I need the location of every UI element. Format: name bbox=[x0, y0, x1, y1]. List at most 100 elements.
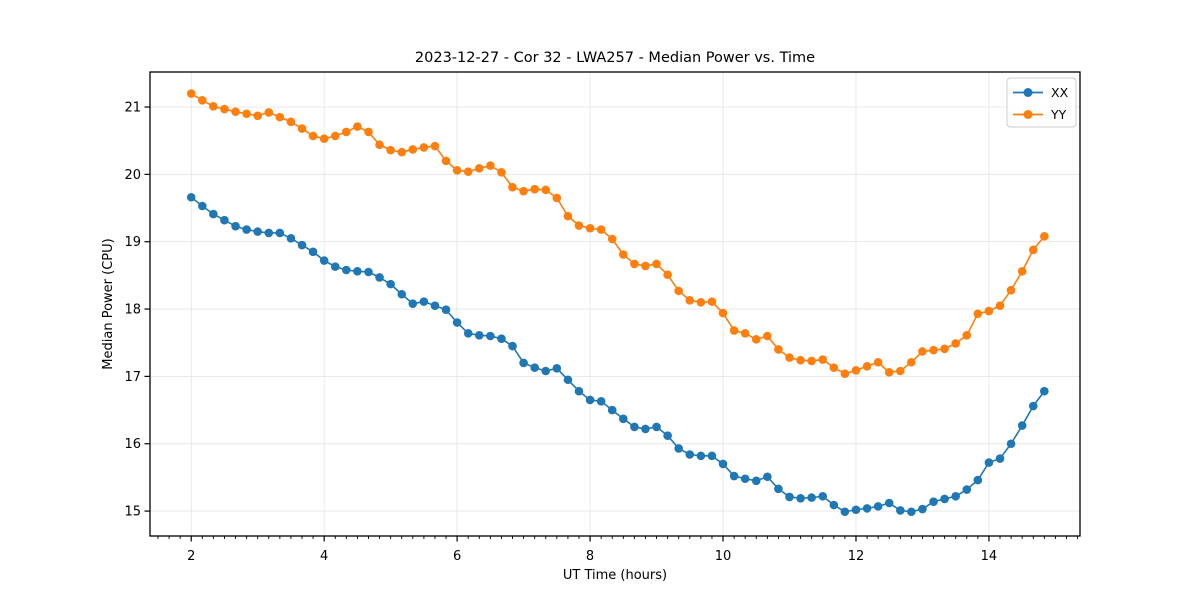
series-xx-marker bbox=[652, 422, 661, 432]
series-xx-marker bbox=[386, 279, 395, 289]
series-yy-marker bbox=[896, 366, 905, 376]
series-yy-marker bbox=[718, 308, 728, 318]
series-xx-marker bbox=[375, 273, 384, 282]
series-yy-marker bbox=[474, 164, 484, 173]
series-yy-marker bbox=[663, 270, 672, 280]
series-yy-marker bbox=[186, 89, 196, 98]
legend-entry-yy: YY bbox=[1013, 107, 1067, 122]
series-yy-marker bbox=[763, 331, 772, 341]
series-xx-marker bbox=[696, 451, 706, 461]
y-tick-label: 15 bbox=[124, 505, 141, 520]
legend-marker-yy bbox=[1023, 110, 1033, 119]
series-xx-marker bbox=[519, 358, 528, 368]
series-yy-marker bbox=[253, 111, 262, 121]
series-yy-marker bbox=[375, 140, 384, 150]
series-yy-marker bbox=[519, 186, 528, 196]
series-xx-marker bbox=[907, 507, 916, 517]
series-xx-marker bbox=[829, 500, 839, 510]
series-xx-marker bbox=[796, 493, 805, 503]
series-xx-marker bbox=[619, 414, 628, 424]
series-yy-marker bbox=[1017, 267, 1027, 276]
series-xx-marker bbox=[253, 227, 262, 236]
series-yy-marker bbox=[552, 193, 562, 203]
series-yy-marker bbox=[452, 166, 462, 175]
y-tick-label: 21 bbox=[124, 101, 141, 116]
y-tick-label: 17 bbox=[124, 370, 141, 385]
series-xx-marker bbox=[486, 331, 495, 341]
series-yy-marker bbox=[220, 104, 229, 114]
series-xx-marker bbox=[840, 507, 850, 517]
series-yy-marker bbox=[264, 108, 274, 117]
series-xx-marker bbox=[984, 458, 994, 467]
series-yy-marker bbox=[541, 185, 551, 195]
series-xx-marker bbox=[286, 234, 296, 243]
x-axis-label: UT Time (hours) bbox=[563, 568, 667, 583]
series-yy-marker bbox=[774, 345, 783, 354]
x-tick-label: 12 bbox=[848, 549, 865, 564]
series-yy-marker bbox=[940, 344, 949, 354]
chart-title: 2023-12-27 - Cor 32 - LWA257 - Median Po… bbox=[415, 50, 815, 66]
series-xx-marker bbox=[685, 450, 695, 459]
series-yy-marker bbox=[463, 167, 473, 176]
series-yy-marker bbox=[530, 184, 539, 194]
series-xx-marker bbox=[873, 502, 883, 511]
series-yy-marker bbox=[796, 355, 805, 365]
series-yy-marker bbox=[984, 306, 994, 316]
series-xx-marker bbox=[851, 505, 861, 515]
series-yy-marker bbox=[619, 250, 628, 259]
series-yy-marker bbox=[1040, 232, 1049, 241]
series-xx-marker bbox=[364, 267, 373, 277]
y-tick-label: 20 bbox=[124, 168, 141, 183]
series-xx-marker bbox=[463, 328, 473, 338]
series-xx-marker bbox=[474, 331, 484, 340]
series-yy-marker bbox=[929, 345, 938, 355]
series-yy-marker bbox=[563, 211, 573, 221]
x-tick-label: 2 bbox=[187, 549, 195, 564]
series-yy-marker bbox=[408, 145, 418, 154]
series-xx-marker bbox=[596, 397, 606, 406]
series-yy-marker bbox=[851, 366, 861, 375]
series-xx-marker bbox=[862, 504, 872, 513]
series-xx-marker bbox=[940, 494, 949, 504]
series-xx-marker bbox=[242, 225, 251, 234]
series-xx-marker bbox=[275, 228, 285, 238]
series-yy-marker bbox=[951, 339, 960, 348]
x-tick-label: 14 bbox=[981, 549, 998, 564]
series-yy-marker bbox=[918, 347, 927, 356]
series-xx-marker bbox=[419, 297, 429, 306]
series-xx-marker bbox=[630, 422, 639, 432]
series-yy-marker bbox=[630, 259, 639, 269]
legend: XX YY bbox=[1006, 77, 1077, 128]
series-yy-marker bbox=[873, 357, 883, 367]
series-yy-marker bbox=[198, 95, 207, 105]
series-yy-marker bbox=[907, 357, 916, 367]
series-yy-marker bbox=[574, 221, 584, 230]
series-xx-marker bbox=[818, 491, 828, 501]
series-xx-marker bbox=[962, 485, 972, 494]
series-xx-marker bbox=[541, 366, 551, 376]
series-yy-marker bbox=[729, 326, 739, 335]
plot-generated-layer: 2 4 6 8 10 12 14 15 16 17 18 19 20 21 bbox=[124, 72, 1080, 564]
legend-entry-xx: XX bbox=[1013, 85, 1069, 100]
series-yy-marker bbox=[319, 134, 329, 143]
series-yy-marker bbox=[508, 182, 517, 192]
series-xx-marker bbox=[1028, 401, 1038, 411]
x-tick-label: 4 bbox=[320, 549, 328, 564]
series-xx-marker bbox=[198, 201, 207, 211]
series-yy-marker bbox=[231, 107, 240, 117]
series-xx-marker bbox=[774, 484, 783, 494]
y-tick-label: 18 bbox=[124, 303, 141, 318]
series-yy-marker bbox=[397, 147, 407, 157]
plot-area-border bbox=[149, 71, 1081, 537]
series-xx-marker bbox=[918, 504, 927, 514]
series-xx-marker bbox=[574, 386, 584, 396]
series-yy-marker bbox=[740, 328, 750, 338]
series-xx-marker bbox=[884, 498, 894, 508]
series-xx-marker bbox=[408, 299, 418, 308]
series-xx-marker bbox=[530, 363, 539, 372]
series-xx-marker bbox=[763, 472, 772, 482]
series-yy-marker bbox=[829, 363, 839, 372]
series-xx-marker bbox=[585, 395, 595, 405]
series-xx-line bbox=[190, 196, 1045, 513]
